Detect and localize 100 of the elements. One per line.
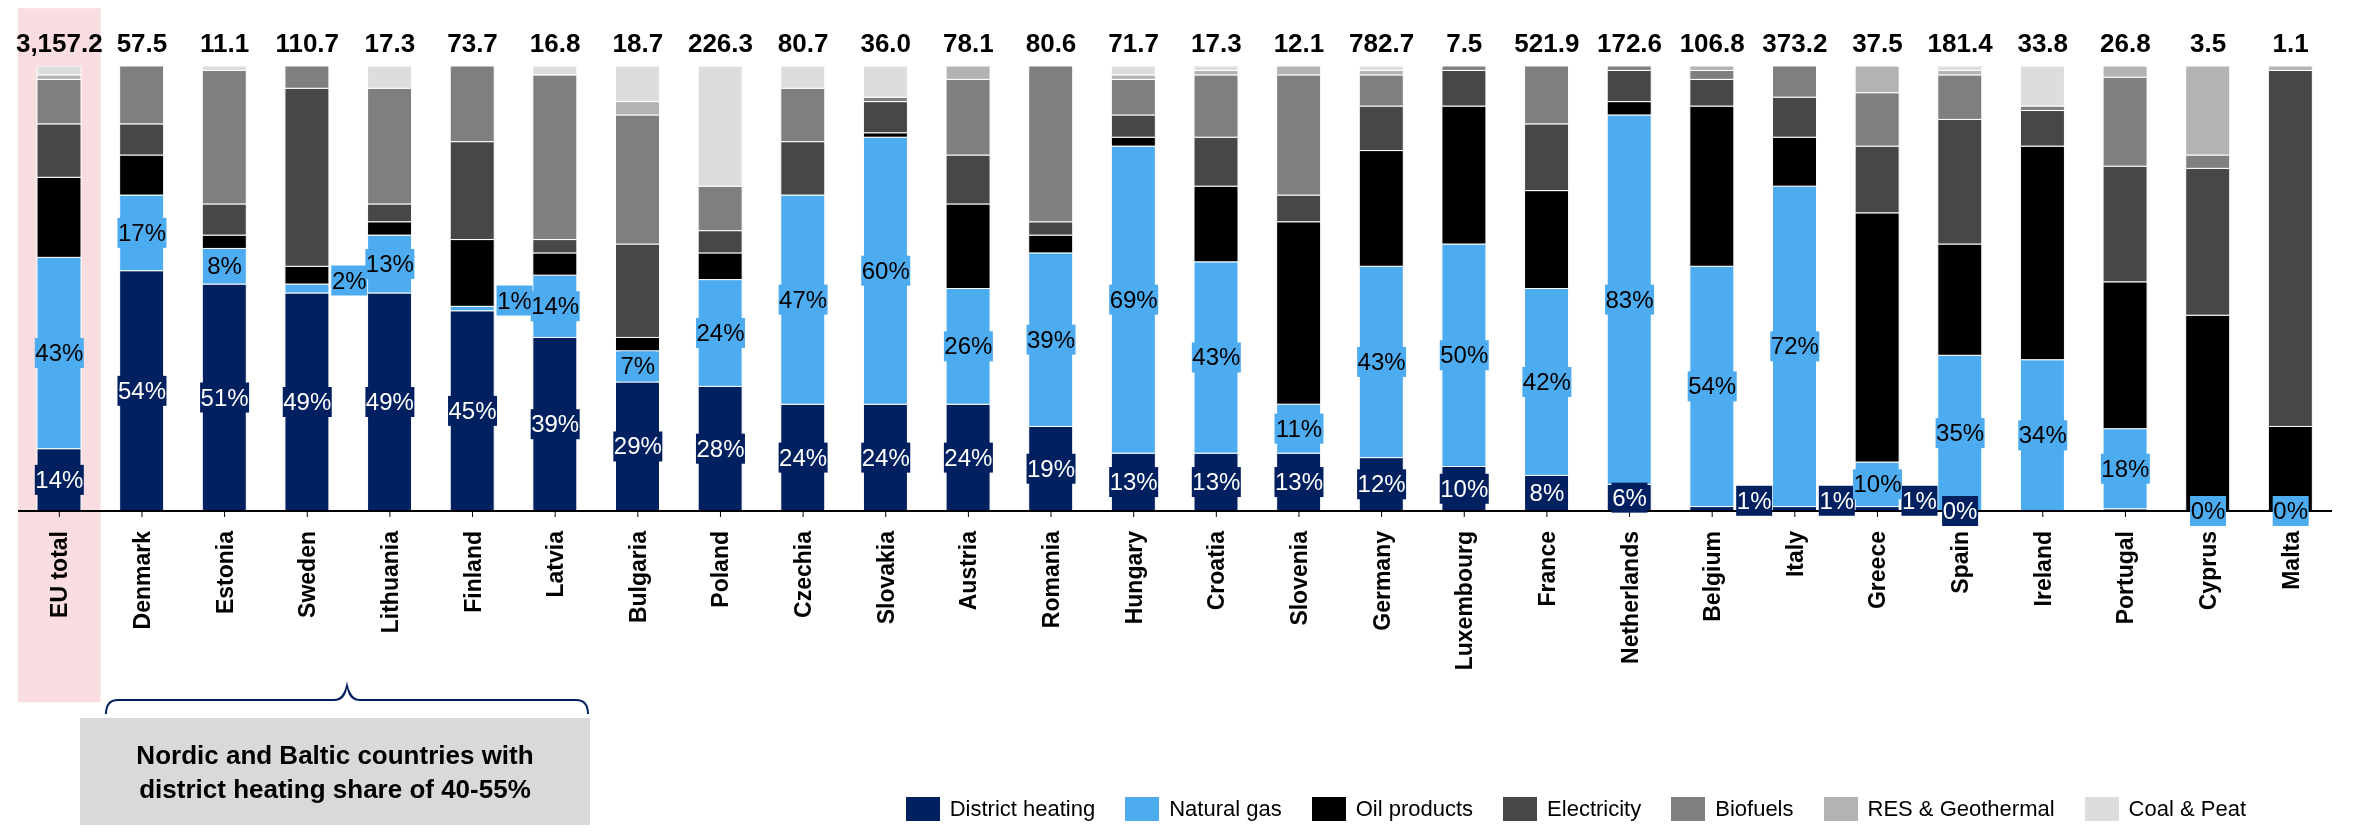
annotation: 33.8 (2017, 28, 2069, 58)
data-label: 39% (531, 410, 580, 438)
data-label: 18% (2101, 454, 2150, 482)
data-label: 39% (1027, 325, 1076, 353)
x-tick-label: Finland (459, 531, 486, 613)
x-tick-label: Bulgaria (624, 530, 651, 624)
data-label: 17% (117, 218, 166, 246)
data-label: 13% (1274, 468, 1323, 496)
data-label: 1% (1902, 486, 1937, 514)
x-tick-label: Czechia (790, 530, 817, 618)
annotation: 7.5 (1446, 28, 1483, 58)
legend-label: RES & Geothermal (1867, 796, 2055, 822)
data-label: 50% (1440, 341, 1489, 369)
data-label: 2% (331, 266, 367, 294)
annotation: 57.5 (116, 28, 168, 58)
annotation: 37.5 (1852, 28, 1903, 58)
annotation: 181.4 (1927, 28, 1994, 58)
x-tick-label: Greece (1864, 531, 1891, 610)
x-tick-label: Netherlands (1616, 531, 1643, 664)
annotation: 17.3 (364, 28, 416, 58)
x-tick-label: Lithuania (376, 530, 403, 634)
data-label: 24% (861, 443, 910, 471)
data-label: 11% (1275, 414, 1323, 442)
x-tick-label: EU total (46, 531, 73, 618)
annotation: 26.8 (2100, 28, 2151, 58)
annotation: 73.7 (447, 28, 498, 58)
data-label: 43% (1357, 347, 1406, 375)
annotation: 80.7 (777, 28, 829, 58)
annotation: 172.6 (1597, 28, 1663, 58)
x-tick-label: Portugal (2112, 531, 2139, 625)
data-label: 43% (35, 339, 84, 367)
annotation: 71.7 (1108, 28, 1159, 58)
legend-label: Biofuels (1715, 796, 1794, 822)
data-label: 19% (1027, 454, 1076, 482)
legend-label: Oil products (1355, 796, 1474, 822)
data-label: 0% (1942, 497, 1978, 524)
data-label: 83% (1605, 285, 1654, 313)
annotation: 1.1 (2272, 28, 2309, 58)
data-label: 8% (207, 252, 242, 280)
data-label: 6% (1612, 483, 1647, 511)
data-label: 54% (1688, 372, 1737, 400)
data-label: 54% (117, 376, 166, 404)
annotation: 16.8 (529, 28, 581, 58)
x-tick-label: Austria (955, 530, 982, 611)
data-label: 49% (283, 387, 332, 415)
annotation: 80.6 (1025, 28, 1077, 58)
data-label: 26% (944, 332, 993, 360)
data-label: 51% (200, 383, 249, 411)
data-label: 24% (696, 319, 745, 346)
annotation: 78.1 (943, 28, 994, 58)
annotation: 373.2 (1762, 28, 1828, 58)
x-tick-label: Denmark (128, 530, 155, 630)
x-tick-label: Germany (1368, 530, 1395, 631)
x-tick-label: Poland (707, 531, 734, 608)
data-label: 24% (944, 443, 993, 471)
data-label: 8% (1529, 479, 1565, 507)
data-label: 28% (696, 434, 745, 462)
x-tick-label: Belgium (1699, 531, 1726, 622)
annotation: 3,157.2 (15, 28, 103, 58)
x-tick-label: Latvia (542, 530, 569, 598)
data-label: 13% (1192, 468, 1241, 496)
data-label: 7% (620, 352, 656, 380)
data-label: 69% (1109, 285, 1158, 313)
x-tick-label: France (1533, 531, 1560, 607)
data-label: 72% (1770, 332, 1819, 360)
x-tick-label: Malta (2277, 530, 2304, 590)
x-tick-label: Slovakia (872, 530, 899, 625)
data-label: 24% (779, 443, 828, 471)
data-label: 47% (779, 285, 828, 313)
x-tick-label: Luxembourg (1451, 531, 1478, 671)
data-label: 60% (861, 256, 910, 284)
data-label: 35% (1936, 419, 1985, 447)
data-label: 0% (2273, 497, 2309, 524)
annotation: 12.1 (1273, 28, 1325, 58)
x-tick-label: Slovenia (1285, 530, 1312, 626)
annotation: 226.3 (687, 28, 753, 58)
x-tick-label: Croatia (1203, 530, 1230, 611)
annotation: 3.5 (2189, 28, 2227, 58)
data-label: 0% (2190, 497, 2226, 524)
data-label: 42% (1522, 367, 1571, 395)
x-tick-label: Cyprus (2195, 531, 2222, 611)
annotation: 18.7 (612, 28, 664, 58)
data-label: 10% (1853, 470, 1902, 498)
x-tick-label: Hungary (1120, 530, 1147, 625)
annotation: 106.8 (1679, 28, 1745, 58)
text: Nordic and Baltic countries with district heating share of 40-55% (135, 738, 535, 806)
legend-label: Coal & Peat (2128, 796, 2246, 822)
x-tick-label: Romania (1038, 530, 1065, 629)
annotation: 521.9 (1514, 28, 1580, 58)
data-label: 10% (1440, 474, 1489, 502)
data-label: 14% (531, 292, 580, 320)
data-label: 13% (365, 250, 414, 278)
annotation: 782.7 (1349, 28, 1415, 58)
legend-label: District heating (949, 796, 1096, 822)
data-label: 29% (613, 432, 662, 460)
data-label: 1% (497, 286, 532, 314)
annotation: 110.7 (275, 28, 340, 58)
x-tick-label: Estonia (211, 530, 238, 615)
data-label: 43% (1192, 343, 1241, 371)
legend-label: Electricity (1547, 796, 1642, 822)
